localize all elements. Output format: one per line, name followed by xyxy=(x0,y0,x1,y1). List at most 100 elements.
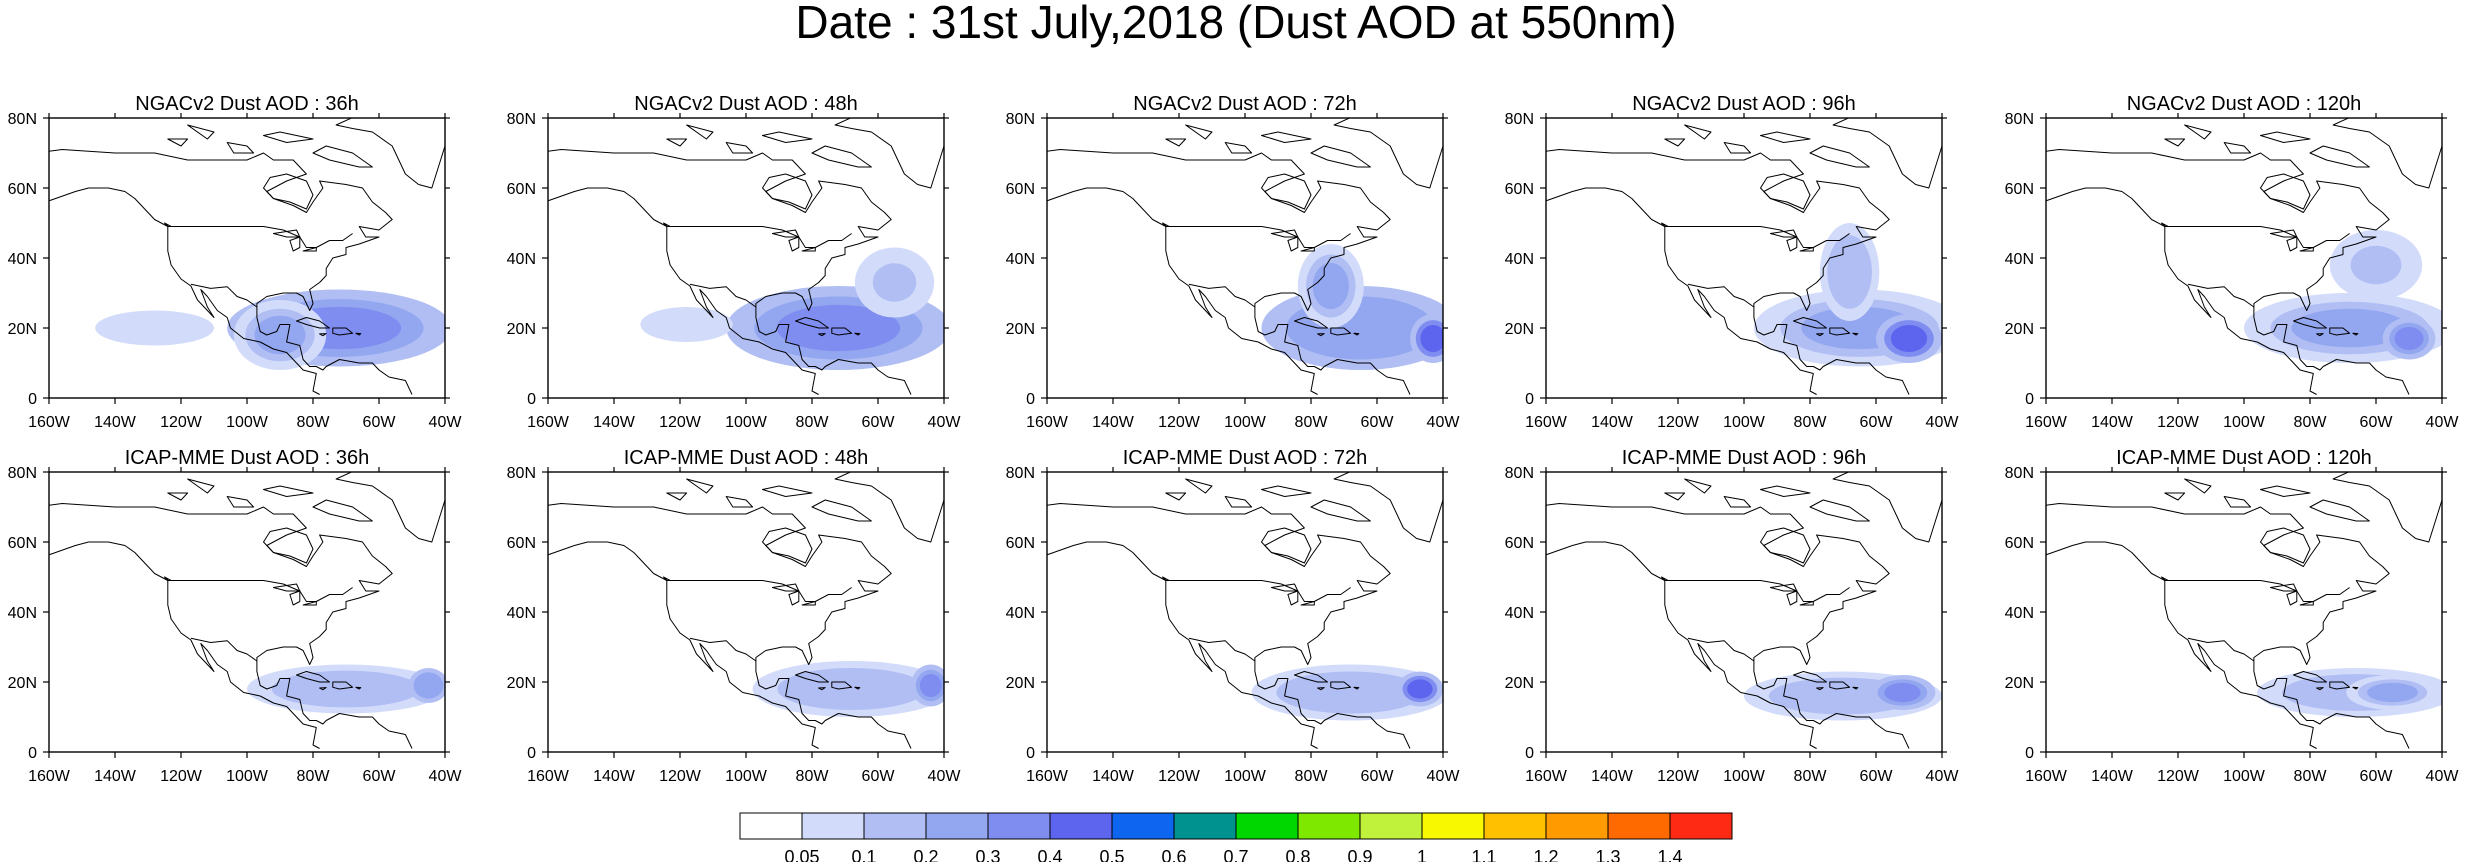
x-tick-label: 40W xyxy=(429,768,463,785)
y-tick-label: 80N xyxy=(8,465,37,482)
lake-outline xyxy=(1162,222,1170,227)
panel-title: ICAP-MME Dust AOD : 36h xyxy=(125,447,370,469)
country-border xyxy=(190,283,258,308)
greenland-outline xyxy=(2332,118,2442,189)
island-outline xyxy=(1664,138,1686,147)
country-border xyxy=(2187,283,2255,308)
island-outline xyxy=(1809,145,1870,168)
hudson-bay-outline xyxy=(762,527,813,564)
figure-title: Date : 31st July,2018 (Dust AOD at 550nm… xyxy=(795,0,1677,48)
lake-outline xyxy=(1661,576,1669,581)
x-tick-label: 80W xyxy=(297,414,331,431)
island-outline xyxy=(263,131,314,143)
x-tick-label: 160W xyxy=(527,768,570,785)
colorbar-swatch xyxy=(1173,812,1237,840)
lake-outline xyxy=(2299,601,2314,606)
island-outline xyxy=(1760,131,1811,143)
hudson-bay-outline xyxy=(1760,173,1811,210)
island-outline xyxy=(2316,333,2324,337)
x-tick-label: 120W xyxy=(2157,768,2200,785)
y-tick-label: 60N xyxy=(507,535,536,552)
island-outline xyxy=(296,671,330,683)
dust-plume xyxy=(254,315,306,355)
coastline xyxy=(1546,541,1817,749)
lake-outline xyxy=(801,247,816,252)
island-outline xyxy=(1684,124,1712,140)
x-tick-label: 140W xyxy=(1092,768,1135,785)
coastline xyxy=(1047,149,1411,395)
island-outline xyxy=(2184,478,2212,494)
colorbar-swatch xyxy=(1297,812,1361,840)
y-tick-label: 40N xyxy=(8,251,37,268)
y-tick-label: 20N xyxy=(2005,321,2034,338)
coastline xyxy=(1047,503,1411,749)
coastline xyxy=(548,149,912,395)
coastline xyxy=(2046,503,2410,749)
y-tick-label: 0 xyxy=(28,745,37,762)
y-tick-label: 80N xyxy=(1006,111,1035,128)
y-tick-label: 0 xyxy=(527,391,536,408)
x-tick-label: 60W xyxy=(1361,768,1395,785)
colorbar-label: 0.3 xyxy=(975,847,1000,862)
colorbar-swatch xyxy=(1111,812,1175,840)
map-panel: NGACv2 Dust AOD : 96h 160W 140W 120W 100W 80W… xyxy=(1505,93,1960,431)
lake-outline xyxy=(663,222,671,227)
country-border xyxy=(2168,580,2350,602)
y-tick-label: 20N xyxy=(1505,321,1534,338)
dust-plume xyxy=(1833,245,1866,299)
island-outline xyxy=(818,333,826,337)
country-border xyxy=(190,637,258,662)
island-outline xyxy=(795,317,829,329)
greenland-outline xyxy=(1333,472,1443,543)
country-border xyxy=(670,580,852,602)
island-outline xyxy=(1317,687,1325,691)
country-border xyxy=(1169,580,1351,602)
country-border xyxy=(171,226,353,248)
x-tick-label: 160W xyxy=(1026,768,1069,785)
lake-outline xyxy=(2286,590,2298,606)
island-outline xyxy=(686,478,714,494)
colorbar-label: 1.4 xyxy=(1657,847,1682,862)
colorbar-swatch xyxy=(739,812,803,840)
coastline xyxy=(1546,187,1817,395)
coastline xyxy=(49,503,413,749)
island-outline xyxy=(226,496,255,508)
island-outline xyxy=(355,332,362,336)
x-tick-label: 120W xyxy=(2157,414,2200,431)
lake-outline xyxy=(663,576,671,581)
country-border xyxy=(2168,226,2350,248)
x-tick-label: 100W xyxy=(1723,414,1766,431)
y-tick-label: 80N xyxy=(2005,465,2034,482)
x-tick-label: 160W xyxy=(28,768,71,785)
y-tick-label: 60N xyxy=(1505,181,1534,198)
island-outline xyxy=(2164,138,2186,147)
lake-outline xyxy=(289,236,301,252)
x-tick-label: 40W xyxy=(429,414,463,431)
panel-title: NGACv2 Dust AOD : 96h xyxy=(1632,93,1855,115)
island-outline xyxy=(795,671,829,683)
island-outline xyxy=(2352,332,2359,336)
dust-plume xyxy=(1884,682,1921,703)
lake-outline xyxy=(2286,236,2298,252)
island-outline xyxy=(762,485,813,497)
greenland-outline xyxy=(834,472,944,543)
country-border xyxy=(171,580,353,602)
lake-outline xyxy=(302,247,317,252)
x-tick-label: 100W xyxy=(1723,768,1766,785)
island-outline xyxy=(1816,333,1824,337)
greenland-outline xyxy=(2332,472,2442,543)
country-border xyxy=(1668,226,1850,248)
island-outline xyxy=(818,687,826,691)
greenland-outline xyxy=(335,118,445,189)
x-tick-label: 80W xyxy=(2294,414,2328,431)
dust-plume xyxy=(2367,682,2418,703)
y-tick-label: 80N xyxy=(8,111,37,128)
lake-outline xyxy=(2161,222,2169,227)
lake-outline xyxy=(1799,601,1814,606)
y-tick-label: 80N xyxy=(1505,111,1534,128)
country-border xyxy=(1687,637,1755,662)
x-tick-label: 140W xyxy=(593,414,636,431)
lake-outline xyxy=(289,590,301,606)
lake-outline xyxy=(1300,247,1315,252)
map-panels: NGACv2 Dust AOD : 36h 160W 140W 120W 100W 80W… xyxy=(8,93,2460,785)
